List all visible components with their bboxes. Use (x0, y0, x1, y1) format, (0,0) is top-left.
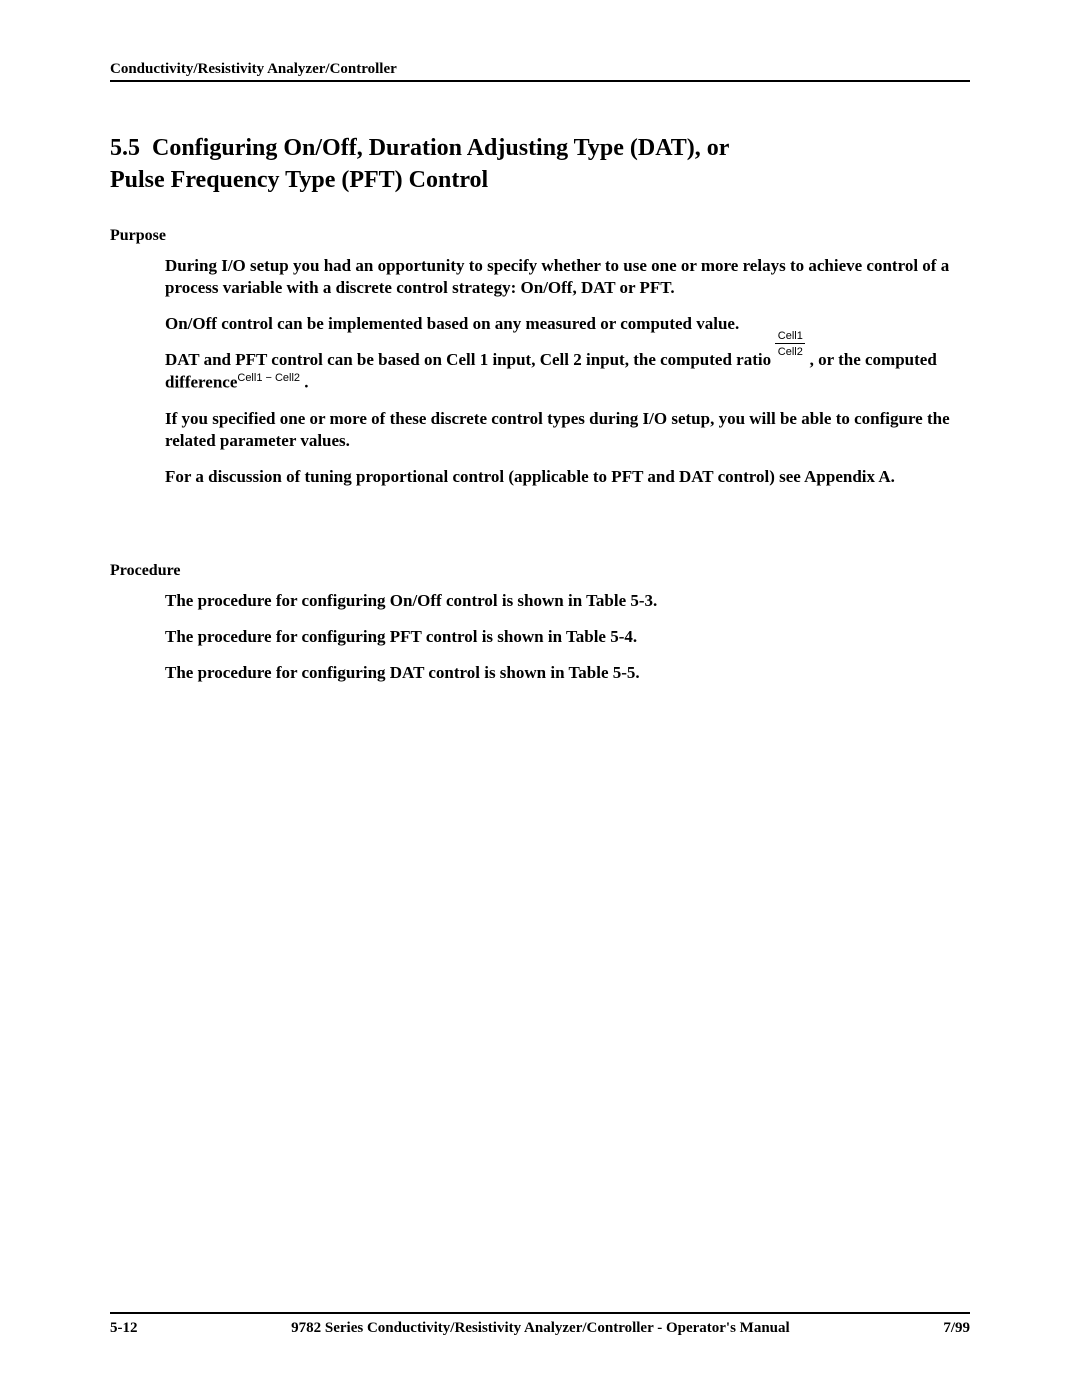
purpose-body: During I/O setup you had an opportunity … (165, 255, 970, 488)
ratio-denominator: Cell2 (778, 345, 803, 359)
footer-date: 7/99 (943, 1320, 970, 1337)
running-head: Conductivity/Resistivity Analyzer/Contro… (110, 61, 397, 77)
difference-superscript: Cell1 − Cell2 (237, 372, 300, 384)
ratio-fraction: Cell1 Cell2 (775, 349, 805, 371)
procedure-p1: The procedure for configuring On/Off con… (165, 590, 970, 612)
ratio-numerator: Cell1 (778, 329, 803, 343)
header-rule: Conductivity/Resistivity Analyzer/Contro… (110, 60, 970, 82)
section-title-line1: Configuring On/Off, Duration Adjusting T… (152, 135, 729, 161)
page-footer: 5-12 9782 Series Conductivity/Resistivit… (110, 1312, 970, 1337)
purpose-p2: On/Off control can be implemented based … (165, 313, 970, 335)
document-page: Conductivity/Resistivity Analyzer/Contro… (0, 0, 1080, 1397)
purpose-p3: DAT and PFT control can be based on Cell… (165, 349, 970, 394)
procedure-p2: The procedure for configuring PFT contro… (165, 626, 970, 648)
purpose-p3c: . (300, 373, 309, 392)
ratio-vinculum (775, 343, 805, 344)
procedure-p3: The procedure for configuring DAT contro… (165, 662, 970, 684)
procedure-body: The procedure for configuring On/Off con… (165, 590, 970, 684)
section-number: 5.5 (110, 135, 140, 161)
procedure-heading: Procedure (110, 562, 970, 580)
purpose-p4: If you specified one or more of these di… (165, 408, 970, 452)
section-title-line2: Pulse Frequency Type (PFT) Control (110, 167, 488, 193)
section-title: 5.5 Configuring On/Off, Duration Adjusti… (110, 132, 970, 197)
purpose-heading: Purpose (110, 227, 970, 245)
footer-page-number: 5-12 (110, 1320, 138, 1337)
footer-manual-title: 9782 Series Conductivity/Resistivity Ana… (138, 1320, 944, 1337)
footer-rule: 5-12 9782 Series Conductivity/Resistivit… (110, 1312, 970, 1337)
purpose-p5: For a discussion of tuning proportional … (165, 466, 970, 488)
purpose-p1: During I/O setup you had an opportunity … (165, 255, 970, 299)
purpose-p3a: DAT and PFT control can be based on Cell… (165, 350, 775, 369)
